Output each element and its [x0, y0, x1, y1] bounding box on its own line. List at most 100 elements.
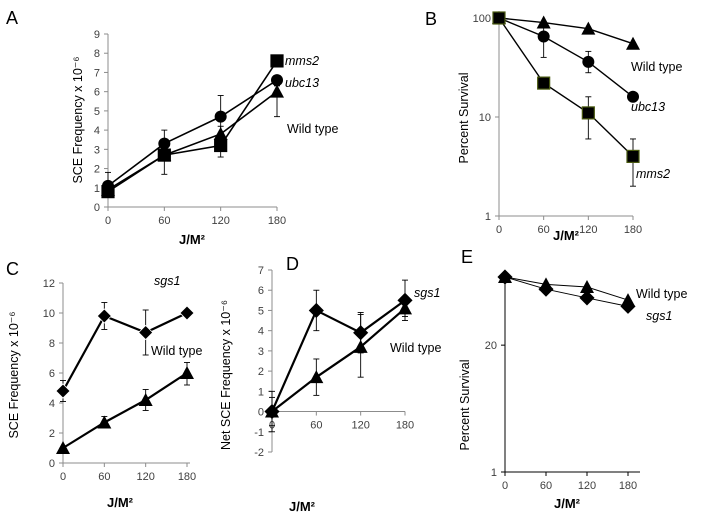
data-point: [214, 110, 227, 123]
series-label: sgs1: [414, 286, 440, 300]
y-tick-label: 5: [94, 106, 100, 118]
x-tick-label: 120: [136, 471, 154, 483]
series-label: ubc13: [285, 76, 319, 90]
series-wild-type: Wild type: [498, 270, 687, 307]
series-wild-type: Wild type: [265, 299, 441, 427]
series-ubc13: ubc13: [102, 74, 319, 198]
data-point: [265, 404, 279, 418]
y-tick-label: 3: [94, 144, 100, 156]
y-tick-label: 9: [94, 29, 100, 41]
series-mms2: mms2: [492, 11, 670, 187]
y-tick-label: 7: [258, 265, 264, 277]
data-point: [353, 339, 368, 353]
data-point: [537, 30, 550, 43]
data-point: [538, 281, 554, 297]
y-tick-label: 2: [94, 164, 100, 176]
data-point: [398, 301, 412, 315]
series-line: [498, 17, 634, 98]
y-tick-label: 3: [258, 346, 264, 358]
y-axis-title: Percent Survival: [457, 72, 471, 163]
y-tick-label: -2: [254, 447, 264, 459]
x-axis-title: J/M²: [553, 228, 580, 243]
series-label: sgs1: [154, 274, 180, 288]
series-line: [270, 299, 406, 412]
series-label: mms2: [636, 167, 670, 181]
x-tick-label: 0: [105, 215, 111, 227]
series-line: [504, 276, 629, 307]
chart-panel-b: B 1 10 100 0 60 120 180 Percent Survival J/M² Wild…: [425, 9, 682, 243]
x-tick-label: 180: [178, 471, 196, 483]
x-tick-label: 60: [98, 471, 110, 483]
y-tick-label: 0: [94, 202, 100, 214]
y-tick-label: -1: [254, 427, 264, 439]
x-tick-label: 60: [158, 215, 170, 227]
y-tick-label: 4: [94, 125, 100, 137]
panel-letter: D: [286, 254, 299, 274]
y-tick-label: 6: [94, 87, 100, 99]
series-sgs1: sgs1: [264, 279, 440, 433]
x-axis-title: J/M²: [289, 499, 316, 514]
data-point: [96, 308, 112, 324]
y-axis-title: Percent Survival: [458, 359, 472, 450]
series-line: [107, 60, 278, 193]
y-tick-label: 1: [491, 467, 497, 479]
series-label: Wild type: [631, 60, 682, 74]
data-point: [55, 383, 71, 399]
y-tick-label: 12: [43, 278, 55, 290]
y-tick-label: 10: [479, 112, 491, 124]
y-tick-label: 4: [258, 326, 264, 338]
series-line: [62, 372, 188, 449]
y-tick-label: 20: [485, 340, 497, 352]
y-tick-label: 2: [258, 366, 264, 378]
data-point: [271, 74, 283, 87]
series-line: [62, 312, 188, 392]
data-point: [579, 290, 595, 306]
series-label: Wild type: [287, 122, 338, 136]
data-point: [497, 269, 513, 285]
data-point: [627, 90, 639, 103]
series-label: ubc13: [631, 100, 665, 114]
series-sgs1: sgs1: [497, 269, 672, 323]
chart-panel-a: A 0 1 2 3 4 5 6 7 8 9 0 60 120 180 SCE Frequency x 10⁻⁶…: [6, 8, 338, 247]
data-point: [581, 106, 595, 120]
data-point: [138, 324, 154, 341]
series-label: sgs1: [646, 309, 672, 323]
x-axis-title: J/M²: [107, 495, 134, 510]
x-tick-label: 120: [351, 420, 369, 432]
data-point: [56, 441, 70, 454]
y-tick-label: 0: [49, 458, 55, 470]
x-axis-title: J/M²: [179, 232, 206, 247]
data-point: [626, 36, 640, 50]
x-tick-label: 60: [540, 480, 552, 492]
data-point: [101, 182, 115, 196]
series-line: [498, 17, 634, 157]
y-axis-title: SCE Frequency x 10⁻⁶: [71, 56, 85, 183]
x-tick-label: 120: [578, 480, 596, 492]
y-tick-label: 4: [49, 398, 55, 410]
x-tick-label: 0: [496, 224, 502, 236]
data-point: [270, 54, 284, 68]
y-tick-label: 1: [485, 211, 491, 223]
series-line: [107, 79, 278, 187]
y-tick-label: 6: [258, 285, 264, 297]
y-axis-title: Net SCE Frequency x 10⁻⁶: [219, 300, 233, 450]
data-point: [157, 148, 172, 162]
y-tick-label: 1: [258, 386, 264, 398]
series-label: Wild type: [390, 341, 441, 355]
data-point: [620, 298, 636, 314]
x-tick-label: 180: [396, 420, 414, 432]
chart-panel-d: D-2-101234567060120180Net SCE Frequency …: [219, 254, 441, 514]
y-tick-label: 10: [43, 308, 55, 320]
x-tick-label: 120: [579, 224, 597, 236]
series-label: mms2: [285, 54, 319, 68]
x-tick-label: 180: [624, 224, 642, 236]
y-tick-label: 8: [49, 338, 55, 350]
data-point: [309, 370, 324, 384]
y-tick-label: 0: [258, 407, 264, 419]
y-tick-label: 5: [258, 305, 264, 317]
y-tick-label: 1: [94, 183, 100, 195]
x-tick-label: 0: [60, 471, 66, 483]
series-line: [504, 276, 629, 301]
